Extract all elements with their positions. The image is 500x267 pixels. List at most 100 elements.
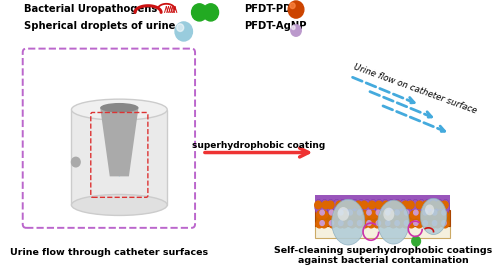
- Circle shape: [370, 211, 376, 218]
- Circle shape: [424, 220, 431, 228]
- Polygon shape: [315, 210, 450, 226]
- FancyBboxPatch shape: [22, 49, 195, 228]
- Circle shape: [72, 157, 80, 167]
- Polygon shape: [72, 110, 167, 205]
- Circle shape: [320, 210, 324, 215]
- Ellipse shape: [333, 199, 340, 214]
- Ellipse shape: [400, 199, 407, 214]
- Circle shape: [330, 211, 337, 218]
- Ellipse shape: [382, 199, 389, 214]
- Circle shape: [441, 201, 448, 209]
- Circle shape: [341, 220, 348, 228]
- Circle shape: [430, 211, 438, 218]
- Text: Bacterial Uropathogens: Bacterial Uropathogens: [24, 4, 157, 14]
- Ellipse shape: [388, 199, 395, 214]
- Circle shape: [390, 201, 398, 209]
- Circle shape: [322, 201, 329, 209]
- Circle shape: [175, 22, 192, 41]
- Circle shape: [358, 210, 362, 215]
- Text: superhydrophobic coating: superhydrophobic coating: [192, 141, 325, 150]
- Circle shape: [348, 221, 352, 225]
- Circle shape: [376, 211, 382, 218]
- Ellipse shape: [72, 194, 167, 215]
- Circle shape: [316, 211, 324, 218]
- Circle shape: [356, 220, 362, 228]
- Circle shape: [360, 201, 368, 209]
- Circle shape: [440, 211, 448, 218]
- Circle shape: [423, 221, 428, 225]
- Circle shape: [412, 236, 420, 246]
- Circle shape: [348, 220, 356, 228]
- Ellipse shape: [345, 199, 353, 214]
- Circle shape: [381, 211, 388, 218]
- Circle shape: [355, 201, 362, 209]
- Circle shape: [338, 210, 343, 215]
- Circle shape: [394, 211, 401, 218]
- Ellipse shape: [375, 199, 383, 214]
- Circle shape: [368, 201, 376, 209]
- Circle shape: [358, 221, 362, 225]
- Ellipse shape: [100, 103, 138, 112]
- Text: Urine flow through catheter surfaces: Urine flow through catheter surfaces: [10, 248, 208, 257]
- Ellipse shape: [339, 199, 347, 214]
- Ellipse shape: [363, 199, 371, 214]
- Circle shape: [348, 211, 355, 218]
- Circle shape: [203, 4, 218, 21]
- Polygon shape: [100, 108, 138, 176]
- Circle shape: [368, 220, 374, 228]
- Circle shape: [291, 25, 301, 36]
- Ellipse shape: [436, 199, 444, 214]
- Ellipse shape: [327, 199, 334, 214]
- Ellipse shape: [357, 199, 365, 214]
- Ellipse shape: [412, 199, 420, 214]
- Circle shape: [386, 210, 390, 215]
- Circle shape: [442, 221, 446, 225]
- Circle shape: [362, 211, 368, 218]
- Circle shape: [436, 201, 443, 209]
- Circle shape: [382, 201, 390, 209]
- Circle shape: [407, 201, 414, 209]
- Circle shape: [354, 211, 362, 218]
- Circle shape: [320, 221, 324, 225]
- Text: Urine flow on catheter surface: Urine flow on catheter surface: [352, 62, 478, 115]
- Circle shape: [336, 201, 343, 209]
- Circle shape: [423, 210, 428, 215]
- Circle shape: [442, 210, 446, 215]
- Circle shape: [330, 210, 334, 215]
- Circle shape: [367, 210, 371, 215]
- Ellipse shape: [314, 199, 322, 214]
- Circle shape: [395, 221, 400, 225]
- Circle shape: [390, 211, 398, 218]
- Text: Spherical droplets of urine: Spherical droplets of urine: [24, 21, 175, 31]
- Ellipse shape: [442, 199, 450, 214]
- Circle shape: [401, 211, 408, 218]
- Circle shape: [404, 210, 408, 215]
- Ellipse shape: [351, 199, 359, 214]
- Circle shape: [395, 210, 400, 215]
- Circle shape: [327, 201, 334, 209]
- Ellipse shape: [425, 205, 434, 215]
- Ellipse shape: [332, 199, 365, 245]
- Circle shape: [380, 220, 388, 228]
- Circle shape: [376, 210, 380, 215]
- Circle shape: [414, 210, 418, 215]
- Ellipse shape: [406, 199, 413, 214]
- Circle shape: [314, 201, 322, 209]
- Circle shape: [408, 220, 415, 228]
- Text: Self-cleaning superhydrophobic coatings
against bacterial contamination: Self-cleaning superhydrophobic coatings …: [274, 246, 492, 265]
- Circle shape: [386, 221, 390, 225]
- Bar: [315, 195, 450, 210]
- Circle shape: [330, 221, 334, 225]
- Circle shape: [320, 211, 328, 218]
- Circle shape: [416, 201, 423, 209]
- Ellipse shape: [378, 200, 409, 244]
- Circle shape: [334, 211, 340, 218]
- Ellipse shape: [369, 199, 377, 214]
- Circle shape: [430, 220, 437, 228]
- Circle shape: [402, 201, 409, 209]
- Polygon shape: [315, 226, 450, 238]
- Ellipse shape: [430, 199, 438, 214]
- Circle shape: [177, 24, 184, 32]
- Circle shape: [337, 220, 344, 228]
- Ellipse shape: [338, 207, 349, 221]
